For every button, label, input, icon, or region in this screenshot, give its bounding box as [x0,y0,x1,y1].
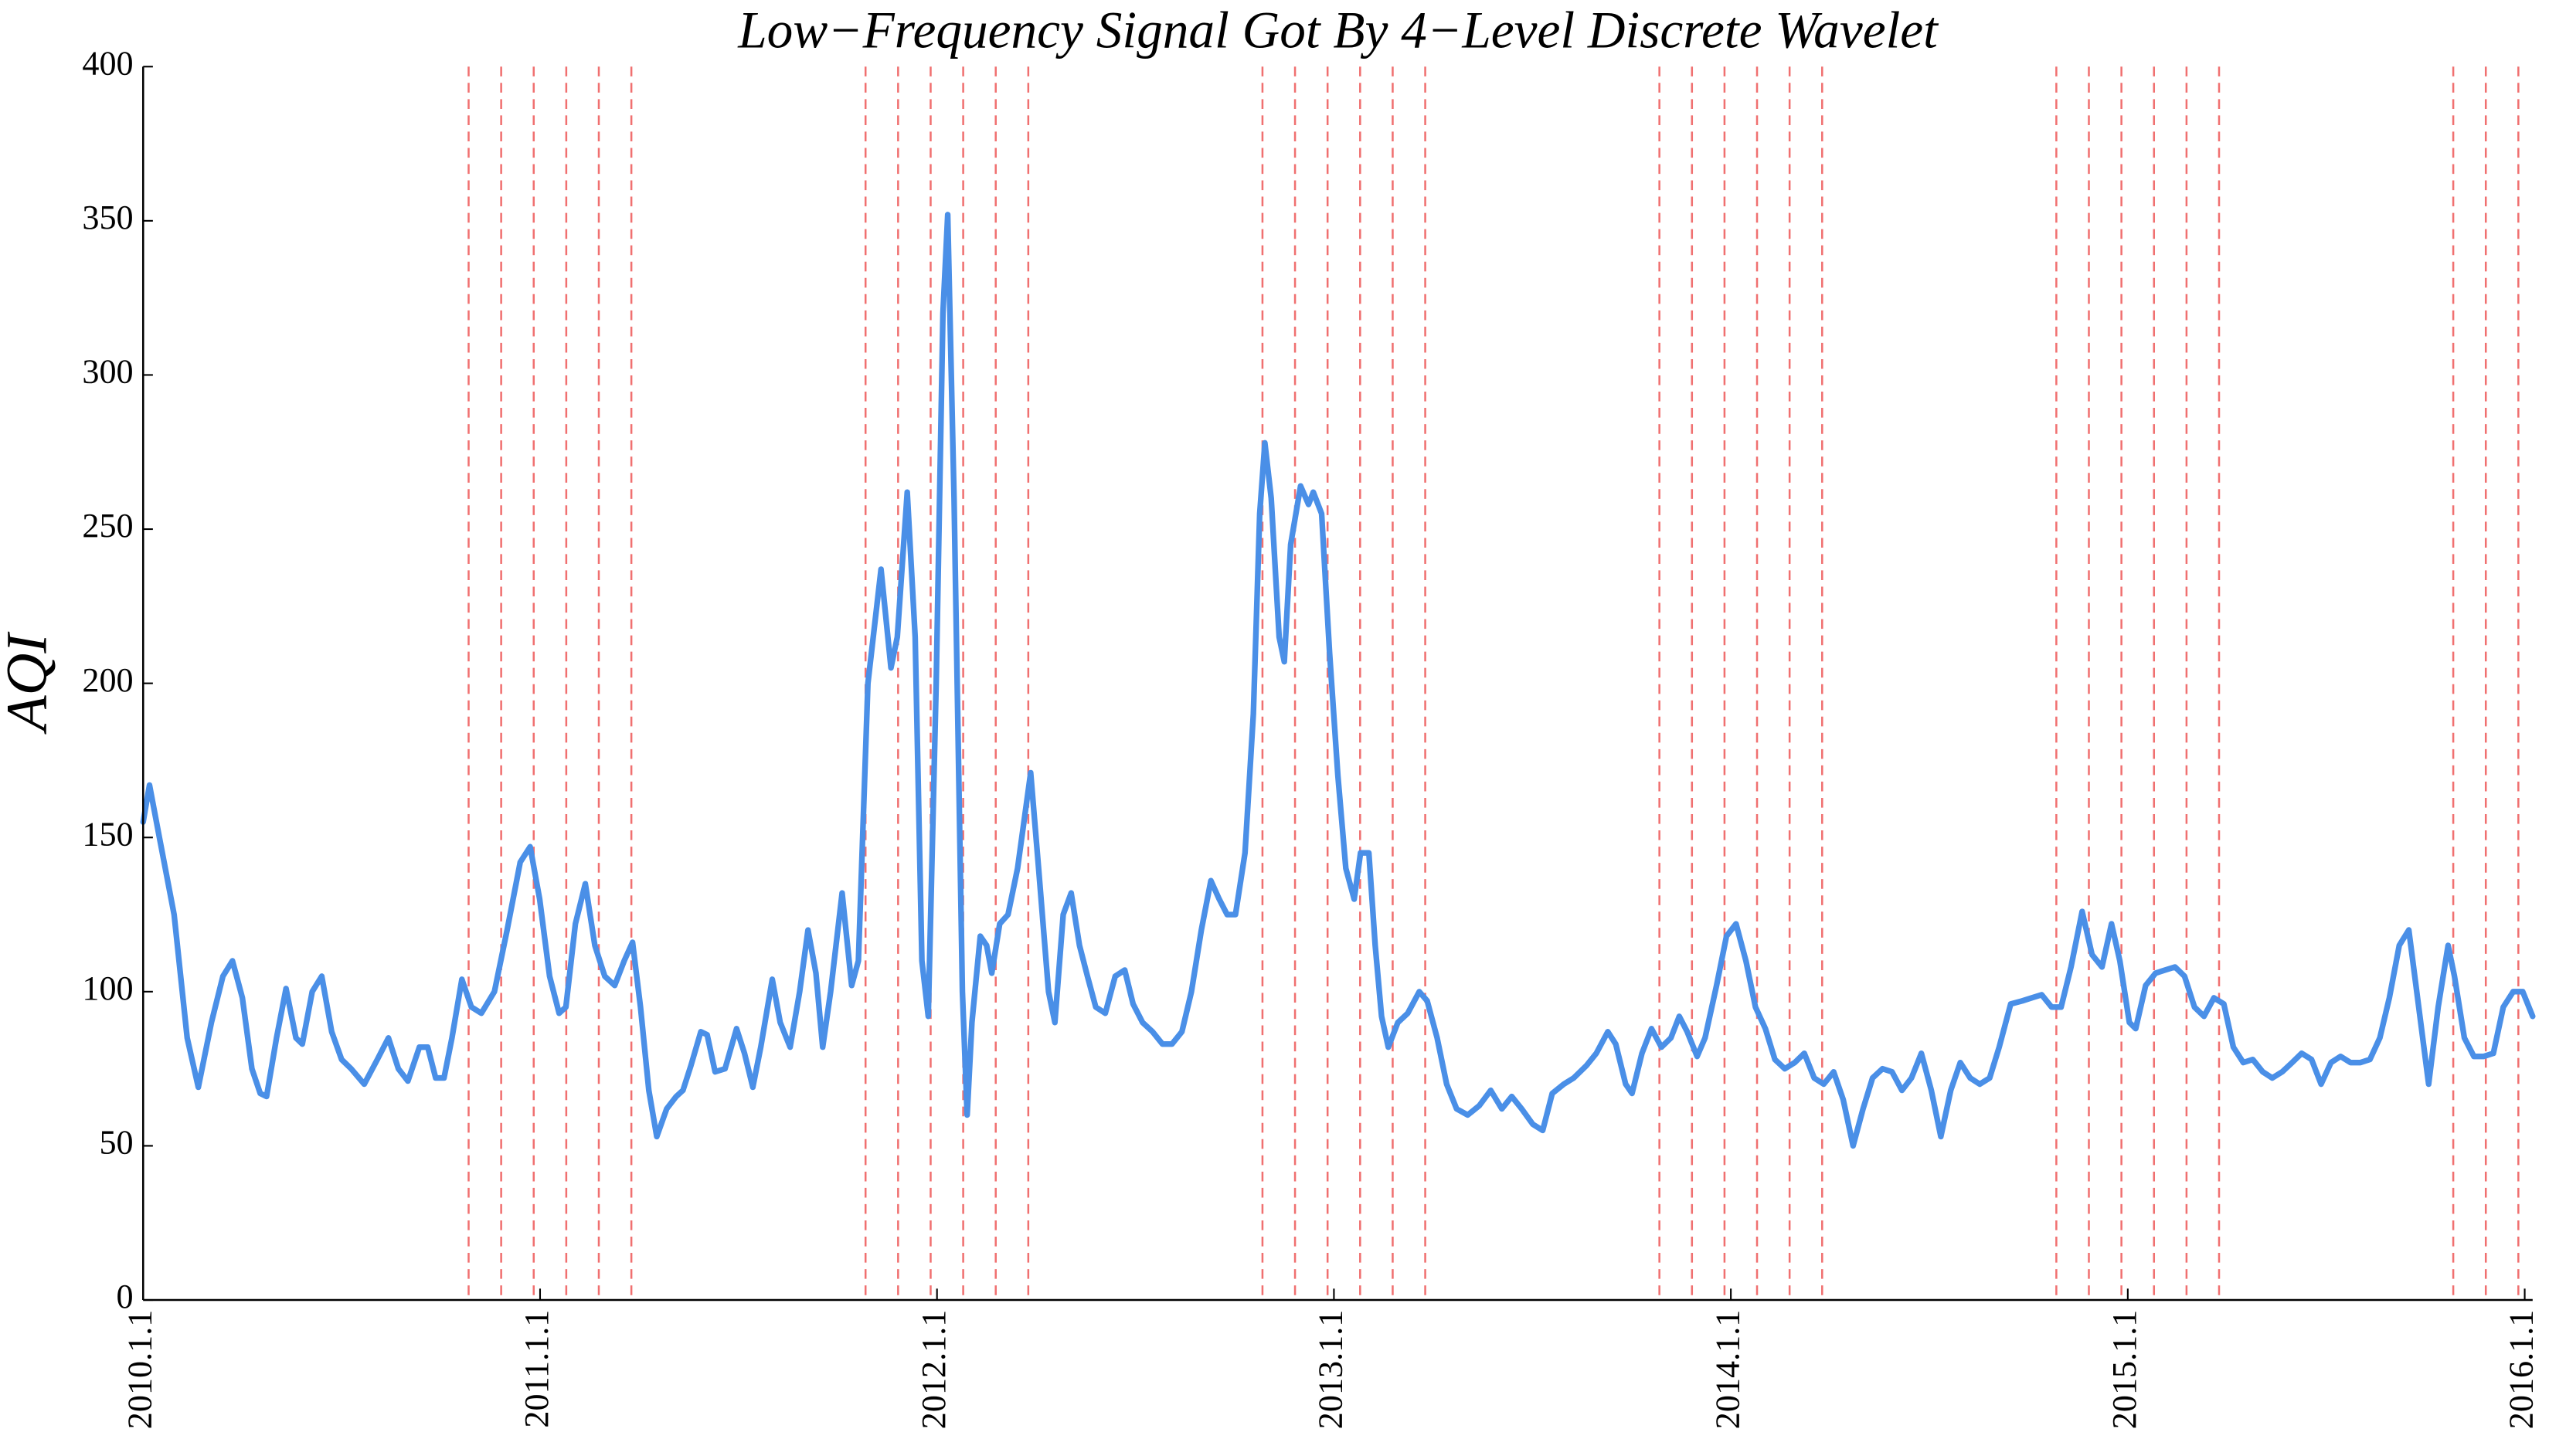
x-tick-label: 2014.1.1 [1708,1310,1746,1430]
x-tick-label: 2010.1.1 [121,1310,158,1430]
x-tick-label: 2011.1.1 [518,1310,556,1428]
y-tick-label: 150 [82,815,133,853]
y-axis-label: AQI [0,631,59,735]
y-tick-label: 200 [82,661,133,699]
y-tick-label: 350 [82,199,133,236]
chart-title: Low−Frequency Signal Got By 4−Level Disc… [737,2,1939,59]
y-tick-label: 100 [82,969,133,1007]
y-tick-label: 400 [82,44,133,82]
y-tick-label: 0 [117,1278,134,1315]
y-tick-label: 250 [82,507,133,545]
x-tick-label: 2016.1.1 [2503,1310,2541,1430]
x-tick-label: 2015.1.1 [2105,1310,2143,1430]
y-tick-label: 300 [82,353,133,391]
x-tick-label: 2012.1.1 [915,1310,953,1430]
signal-line [140,212,2536,1149]
y-tick-label: 50 [99,1124,133,1162]
x-tick-label: 2013.1.1 [1312,1310,1350,1430]
